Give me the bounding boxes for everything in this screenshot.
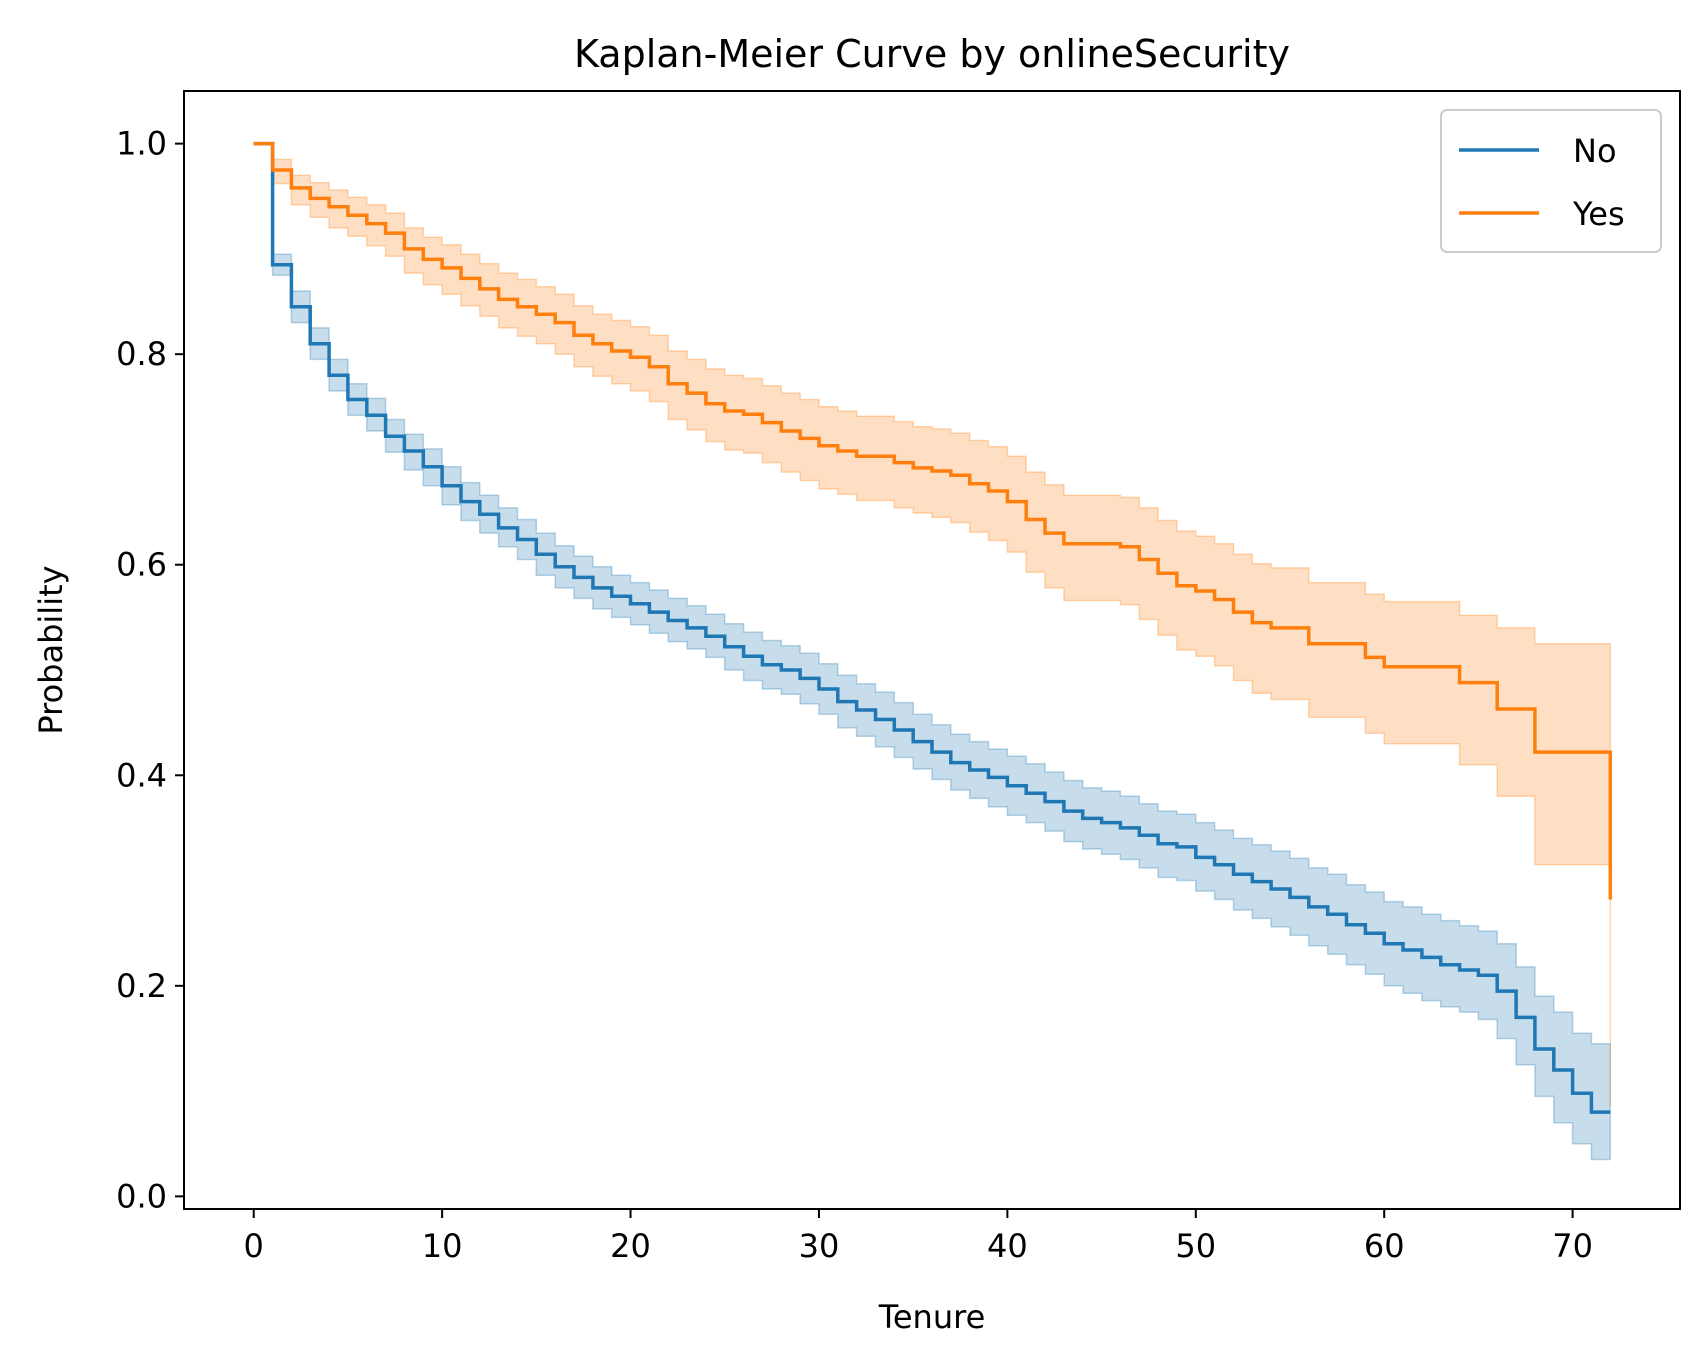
x-axis-label: Tenure — [878, 1298, 986, 1336]
y-tick-label: 0.8 — [116, 335, 167, 373]
y-tick-label: 0.0 — [116, 1177, 167, 1215]
legend-box — [1440, 109, 1662, 253]
y-axis-ticks: 0.0 0.2 0.4 0.6 0.8 1.0 — [116, 125, 184, 1215]
legend-label-yes: Yes — [1572, 195, 1625, 233]
chart-title: Kaplan-Meier Curve by onlineSecurity — [574, 32, 1290, 76]
plot-area-frame — [183, 90, 1681, 1210]
y-tick-label: 1.0 — [116, 125, 167, 163]
y-tick-label: 0.4 — [116, 756, 167, 794]
x-tick-label: 10 — [422, 1227, 463, 1265]
survival-line-yes — [253, 141, 1613, 900]
y-axis-label: Probability — [32, 565, 70, 734]
y-tick-label: 0.2 — [116, 967, 167, 1005]
x-tick-label: 50 — [1175, 1227, 1216, 1265]
survival-lines — [253, 141, 1613, 1114]
confidence-band-no — [253, 142, 1612, 1161]
x-tick-label: 30 — [799, 1227, 840, 1265]
x-axis-ticks: 0 10 20 30 40 50 60 70 — [244, 1209, 1593, 1265]
legend: No Yes — [1440, 109, 1662, 253]
survival-line-no — [253, 141, 1611, 1114]
x-tick-label: 70 — [1552, 1227, 1593, 1265]
y-tick-label: 0.6 — [116, 546, 167, 584]
x-tick-label: 40 — [987, 1227, 1028, 1265]
x-tick-label: 60 — [1364, 1227, 1405, 1265]
legend-label-no: No — [1573, 132, 1617, 170]
x-tick-label: 20 — [610, 1227, 651, 1265]
x-tick-label: 0 — [244, 1227, 264, 1265]
